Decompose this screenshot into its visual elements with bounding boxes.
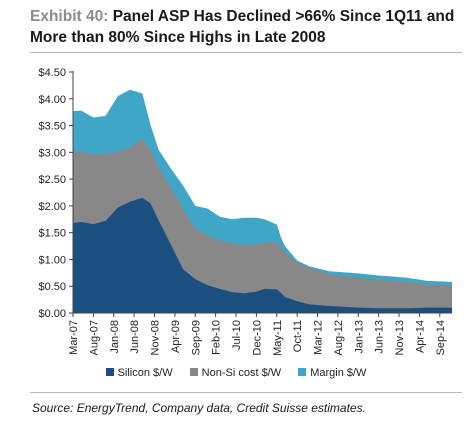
legend-label-silicon: Silicon $/W xyxy=(117,367,173,379)
y-tick-label: $3.00 xyxy=(38,147,66,159)
area-silicon-w xyxy=(73,197,452,313)
x-tick-label: Nov-08 xyxy=(150,320,162,355)
x-tick-label: Apr-09 xyxy=(170,320,182,353)
source-rule xyxy=(30,392,462,393)
y-tick-label: $4.50 xyxy=(38,67,66,79)
x-tick-label: May-11 xyxy=(272,320,284,356)
legend-swatch-margin xyxy=(298,368,307,376)
x-tick-label: Oct-11 xyxy=(292,320,304,352)
legend-swatch-non-si-cost xyxy=(189,368,198,376)
legend-item-margin: Margin $/W xyxy=(298,367,366,379)
legend-item-non-si-cost: Non-Si cost $/W xyxy=(189,367,282,379)
title-rule xyxy=(30,52,462,53)
legend-label-margin: Margin $/W xyxy=(310,367,367,379)
y-tick-label: $0.00 xyxy=(38,308,66,320)
y-tick-label: $4.00 xyxy=(38,94,66,106)
x-tick-label: Mar-12 xyxy=(313,320,325,355)
chart-title: Exhibit 40: Panel ASP Has Declined >66% … xyxy=(30,6,470,48)
y-tick-label: $0.50 xyxy=(38,281,66,293)
x-tick-label: Aug-07 xyxy=(88,320,100,355)
title-line-2: More than 80% Since Highs in Late 2008 xyxy=(30,29,326,46)
x-tick-label: Sep-14 xyxy=(435,320,447,355)
legend-label-non-si-cost: Non-Si cost $/W xyxy=(201,367,282,379)
x-tick-label: Sep-09 xyxy=(190,320,202,355)
x-tick-label: Jun-08 xyxy=(129,320,141,354)
x-tick-label: Mar-07 xyxy=(68,320,80,355)
x-tick-label: Nov-13 xyxy=(394,320,406,355)
x-tick-label: Aug-12 xyxy=(333,320,345,355)
x-tick-label: Apr-14 xyxy=(414,320,426,353)
title-line-1: Panel ASP Has Declined >66% Since 1Q11 a… xyxy=(108,8,455,25)
x-tick-label: Jan-08 xyxy=(109,320,121,354)
source-note: Source: EnergyTrend, Company data, Credi… xyxy=(32,401,366,415)
exhibit-label: Exhibit 40: xyxy=(30,8,109,25)
x-tick-label: Dec-10 xyxy=(251,320,263,355)
y-tick-label: $1.00 xyxy=(38,254,66,266)
y-tick-label: $2.00 xyxy=(38,201,66,213)
x-tick-label: Jun-13 xyxy=(374,320,386,354)
y-tick-label: $2.50 xyxy=(38,174,66,186)
x-tick-label: Jul-10 xyxy=(231,320,243,350)
legend: Silicon $/W Non-Si cost $/W Margin $/W xyxy=(0,367,472,379)
x-tick-label: Feb-10 xyxy=(211,320,223,355)
legend-item-silicon: Silicon $/W xyxy=(105,367,173,379)
x-tick-label: Jan-13 xyxy=(353,320,365,354)
legend-swatch-silicon xyxy=(105,368,114,376)
y-tick-label: $1.50 xyxy=(38,228,66,240)
y-tick-label: $3.50 xyxy=(38,121,66,133)
